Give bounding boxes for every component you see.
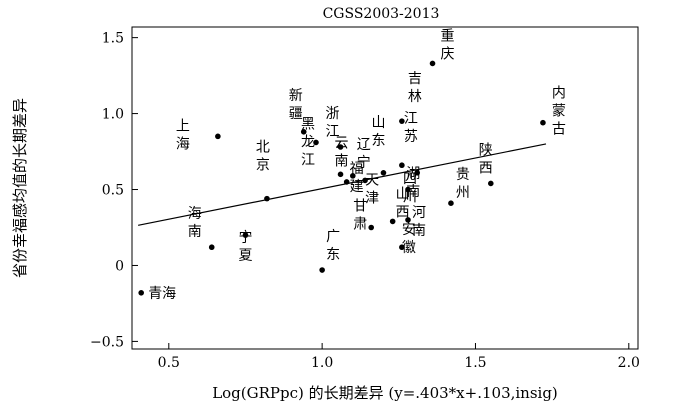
point-label: 浙江	[326, 106, 340, 140]
point-marker	[215, 133, 221, 140]
point-marker	[264, 195, 270, 202]
plot-frame	[131, 26, 639, 350]
data-point: 辽宁	[350, 137, 371, 179]
x-tick-label: 1.5	[464, 355, 486, 371]
chart-title: CGSS2003-2013	[323, 6, 440, 22]
point-marker	[389, 218, 396, 225]
data-point: 贵州	[448, 167, 470, 206]
point-label: 甘肃	[353, 198, 367, 232]
data-point: 重庆	[429, 28, 455, 67]
point-marker	[350, 173, 356, 179]
data-point: 青海	[138, 286, 176, 302]
point-marker	[399, 162, 405, 169]
point-marker	[368, 224, 375, 231]
point-marker	[448, 200, 454, 206]
point-marker	[242, 232, 249, 238]
point-label: 云南	[335, 135, 349, 169]
point-label: 山西	[396, 186, 410, 220]
data-point: 海南	[188, 206, 215, 251]
point-marker	[208, 244, 215, 251]
data-point: 湖南	[406, 166, 420, 200]
point-label: 陕西	[479, 142, 493, 176]
data-point: 陕西	[479, 142, 494, 187]
data-point: 山东	[371, 115, 387, 176]
data-point: 福建	[343, 161, 364, 195]
data-point: 上海	[176, 118, 221, 152]
y-tick-label: 0	[115, 258, 124, 274]
y-tick-label: 0.5	[102, 183, 124, 199]
point-label: 江苏	[404, 111, 418, 145]
point-label: 四川	[403, 172, 417, 206]
point-label: 上海	[176, 118, 190, 152]
point-label: 宁夏	[238, 229, 252, 264]
point-label: 安徽	[402, 222, 416, 256]
data-point: 安徽	[399, 222, 416, 256]
point-label: 辽宁	[357, 137, 371, 171]
point-label: 广东	[326, 229, 340, 263]
point-marker	[399, 244, 405, 251]
y-tick-label: 1.5	[102, 31, 124, 47]
point-marker	[343, 179, 350, 185]
data-point: 宁夏	[238, 229, 252, 264]
point-label: 福建	[350, 161, 364, 195]
point-label: 内蒙古	[552, 86, 566, 138]
data-point: 黑龙江	[301, 116, 319, 168]
point-label: 黑龙江	[301, 116, 315, 168]
data-point: 广东	[319, 229, 340, 273]
point-label: 天津	[365, 172, 379, 206]
point-marker	[399, 118, 405, 124]
data-point: 内蒙古	[540, 86, 566, 138]
point-label: 山东	[371, 115, 385, 149]
point-marker	[337, 171, 344, 178]
point-label: 北京	[256, 140, 270, 174]
point-label: 重庆	[441, 28, 455, 62]
data-point: 河南	[405, 205, 426, 239]
data-point: 吉林	[399, 71, 422, 124]
fit-line	[138, 143, 547, 226]
point-marker	[313, 139, 319, 146]
x-tick-label: 2.0	[618, 355, 640, 371]
x-tick-label: 0.5	[158, 355, 180, 371]
data-point: 天津	[362, 172, 379, 206]
point-label: 河南	[412, 205, 426, 239]
point-label: 新疆	[289, 88, 303, 122]
point-marker	[380, 170, 387, 176]
point-marker	[138, 290, 144, 296]
x-axis-label: Log(GRPpc) 的长期差异 (y=.403*x+.103,insig)	[212, 384, 558, 402]
point-marker	[414, 170, 421, 176]
point-marker	[488, 180, 494, 187]
point-marker	[405, 217, 411, 223]
x-tick-label: 1.0	[311, 355, 333, 371]
point-marker	[429, 60, 436, 67]
point-label: 青海	[148, 286, 176, 302]
point-marker	[405, 186, 411, 193]
data-point: 江苏	[399, 111, 418, 169]
point-marker	[319, 267, 325, 273]
point-label: 贵州	[456, 167, 470, 201]
data-point: 浙江	[326, 106, 344, 150]
point-marker	[337, 144, 344, 150]
y-tick-label: −0.5	[90, 334, 124, 350]
point-marker	[362, 177, 368, 184]
y-axis-label: 省份幸福感均值的长期差异	[11, 98, 29, 278]
y-tick-label: 1.0	[102, 107, 124, 123]
data-point: 云南	[335, 135, 349, 178]
data-point: 甘肃	[353, 198, 375, 232]
point-label: 吉林	[408, 71, 422, 105]
data-point: 新疆	[289, 88, 307, 135]
data-point: 北京	[256, 140, 270, 202]
data-point: 山西	[389, 186, 410, 225]
point-marker	[540, 119, 546, 126]
data-point: 四川	[403, 172, 417, 206]
point-marker	[300, 129, 307, 135]
point-label: 海南	[188, 206, 202, 240]
